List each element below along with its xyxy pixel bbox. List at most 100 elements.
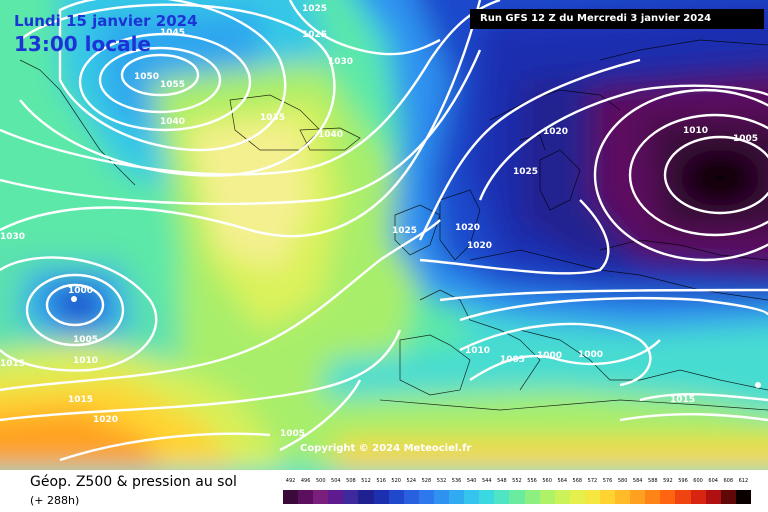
isobar-label: 1040: [160, 117, 185, 127]
legend-swatch: [690, 490, 706, 504]
legend-color-bar: [283, 490, 751, 504]
legend-swatch: [569, 490, 585, 504]
color-legend: 492 496 500 504 508 512 516 520 524 528 532 536 540 5…: [283, 478, 751, 506]
legend-tick: 496: [300, 478, 311, 484]
legend-swatch: [584, 490, 600, 504]
legend-tick: 512: [361, 478, 371, 484]
legend-tick: 600: [693, 478, 703, 484]
isobar-label: 1040: [318, 130, 343, 140]
isobar-label: 1050: [134, 72, 159, 82]
isobar-label: 1015: [68, 395, 93, 405]
legend-swatch: [705, 490, 721, 504]
legend-swatch: [328, 490, 344, 504]
isobar-label: 1005: [733, 134, 758, 144]
legend-swatch: [539, 490, 555, 504]
legend-swatch: [630, 490, 646, 504]
legend-tick: 492: [285, 478, 296, 484]
legend-swatch: [509, 490, 525, 504]
isobar-label: 1000: [578, 350, 603, 360]
legend-swatch: [388, 490, 404, 504]
isobar-label: 1020: [93, 415, 118, 425]
legend-tick: 572: [587, 478, 598, 484]
legend-swatch: [554, 490, 570, 504]
legend-tick-labels: 492 496 500 504 508 512 516 520 524 528 532 536 540 5…: [283, 478, 751, 488]
product-title: Géop. Z500 & pression au sol: [30, 474, 237, 490]
legend-swatch: [645, 490, 661, 504]
weather-map: 1025 1025 1045 1050 1055 1040 1030 1035 …: [0, 0, 768, 470]
isobar-label: 1020: [543, 127, 568, 137]
legend-tick: 568: [572, 478, 583, 484]
map-canvas: 1025 1025 1045 1050 1055 1040 1030 1035 …: [0, 0, 768, 470]
footer: Géop. Z500 & pression au sol (+ 288h) 49…: [0, 470, 768, 512]
legend-swatch: [313, 490, 329, 504]
legend-tick: 612: [738, 478, 749, 484]
legend-tick: 584: [632, 478, 643, 484]
forecast-date: Lundi 15 janvier 2024: [14, 12, 198, 30]
legend-swatch: [599, 490, 616, 504]
legend-tick: 544: [481, 478, 492, 484]
isobar-label: 1005: [73, 335, 98, 345]
legend-swatch: [615, 490, 631, 504]
lead-time: (+ 288h): [30, 494, 80, 507]
legend-swatch: [433, 490, 450, 504]
legend-swatch: [524, 490, 540, 504]
legend-swatch: [298, 490, 314, 504]
isobar-label: 1005: [500, 355, 525, 365]
legend-swatch: [479, 490, 495, 504]
isobar-label: 1035: [260, 113, 285, 123]
legend-tick: 508: [346, 478, 356, 484]
legend-swatch: [373, 490, 389, 504]
isobar-label: 1045: [160, 28, 185, 38]
copyright: Copyright © 2024 Meteociel.fr: [300, 443, 472, 454]
isobar-label: 1015: [0, 359, 25, 369]
legend-swatch: [735, 490, 751, 504]
legend-swatch: [494, 490, 510, 504]
legend-tick: 564: [557, 478, 567, 484]
isobar-label: 1030: [328, 57, 353, 67]
isobar-label: 1005: [280, 429, 305, 439]
isobar-label: 1020: [467, 241, 492, 251]
local-time: 13:00 locale: [14, 32, 151, 56]
legend-swatch: [418, 490, 434, 504]
geopotential-field: [0, 0, 768, 470]
legend-tick: 560: [542, 478, 552, 484]
legend-tick: 524: [406, 478, 417, 484]
isobar-label: 1020: [455, 223, 480, 233]
legend-swatch: [358, 490, 374, 504]
legend-tick: 588: [648, 478, 658, 484]
legend-tick: 580: [617, 478, 628, 484]
legend-tick: 516: [376, 478, 386, 484]
isobars: [0, 0, 768, 460]
legend-swatch: [660, 490, 676, 504]
legend-tick: 556: [527, 478, 537, 484]
isobar-label: 1010: [683, 126, 708, 136]
isobar-label: 1000: [68, 286, 93, 296]
isobar-label: 1015: [670, 395, 695, 405]
legend-tick: 576: [602, 478, 613, 484]
legend-swatch: [343, 490, 359, 504]
isobar-label: 1000: [537, 351, 562, 361]
legend-tick: 596: [678, 478, 688, 484]
legend-swatch: [675, 490, 691, 504]
legend-tick: 540: [466, 478, 477, 484]
isobar-label: 1025: [513, 167, 538, 177]
legend-tick: 592: [663, 478, 673, 484]
legend-swatch: [283, 490, 299, 504]
legend-tick: 500: [315, 478, 326, 484]
isobar-label: 1030: [0, 232, 25, 242]
legend-tick: 504: [331, 478, 341, 484]
isobar-label: 1010: [465, 346, 490, 356]
legend-tick: 528: [421, 478, 432, 484]
isobar-label: 1055: [160, 80, 185, 90]
pressure-markers: [71, 296, 761, 388]
isobar-label: 1025: [392, 226, 417, 236]
run-info-banner: Run GFS 12 Z du Mercredi 3 janvier 2024: [470, 9, 764, 29]
isobar-label: 1025: [302, 4, 327, 14]
legend-tick: 608: [723, 478, 734, 484]
legend-tick: 520: [391, 478, 401, 484]
legend-swatch: [403, 490, 419, 504]
isobar-labels: 1025 1025 1045 1050 1055 1040 1030 1035 …: [0, 4, 758, 439]
isobar-label: 1025: [302, 30, 327, 40]
legend-swatch: [464, 490, 480, 504]
legend-tick: 552: [512, 478, 522, 484]
